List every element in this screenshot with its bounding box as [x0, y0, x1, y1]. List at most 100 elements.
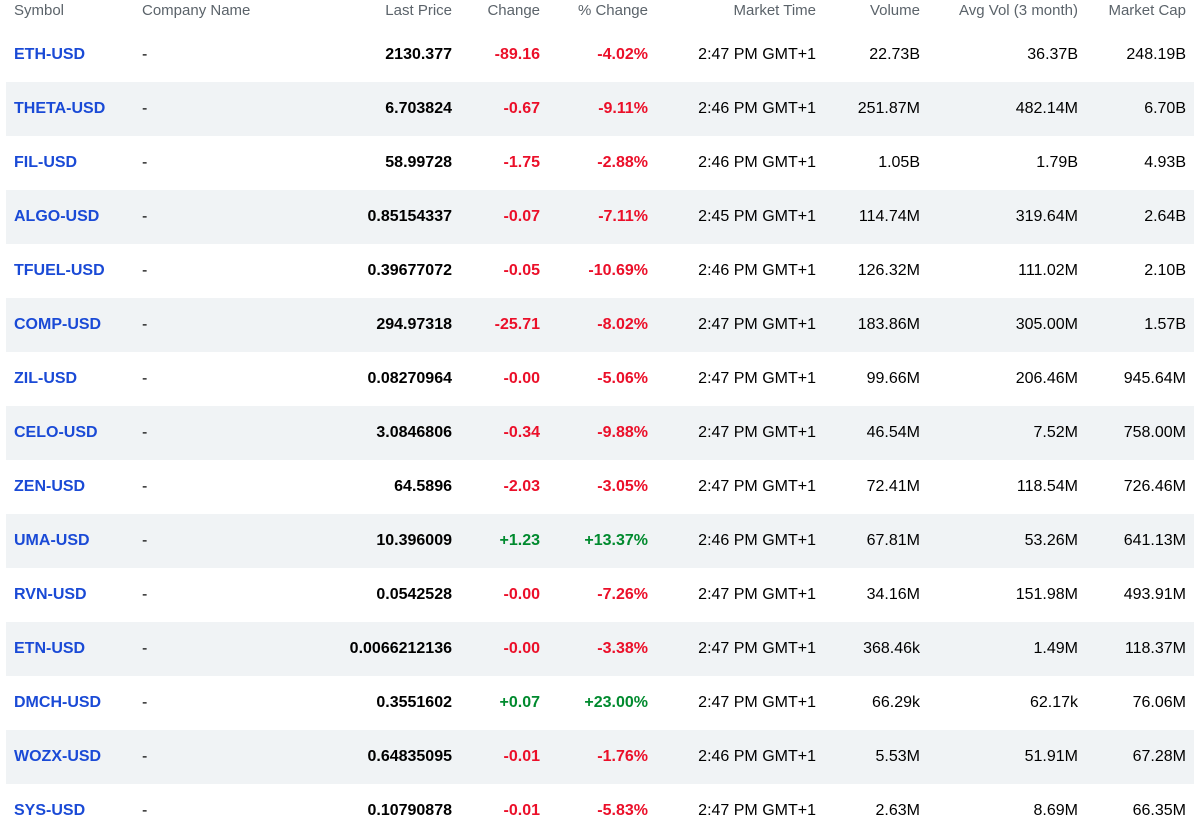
symbol-link[interactable]: CELO-USD — [14, 424, 98, 441]
table-row[interactable]: SYS-USD - 0.10790878 -0.01 -5.83% 2:47 PM GMT… — [6, 784, 1194, 835]
avg-volume-3-month: 482.14M — [1015, 100, 1078, 117]
price-change: -0.01 — [503, 802, 540, 819]
company-name: - — [142, 748, 148, 765]
percent-change: +13.37% — [584, 532, 648, 549]
volume: 66.29k — [871, 694, 920, 711]
last-price: 0.64835095 — [367, 748, 452, 765]
market-time: 2:47 PM GMT+1 — [698, 586, 816, 603]
table-row[interactable]: CELO-USD - 3.0846806 -0.34 -9.88% 2:47 PM GMT… — [6, 406, 1194, 460]
volume: 1.05B — [878, 154, 920, 171]
volume: 99.66M — [866, 370, 920, 387]
quotes-table: Symbol Company Name Last Price Change % … — [6, 0, 1194, 835]
table-row[interactable]: COMP-USD - 294.97318 -25.71 -8.02% 2:47 PM GM… — [6, 298, 1194, 352]
column-header-symbol[interactable]: Symbol — [14, 2, 65, 19]
column-header-change[interactable]: Change — [487, 2, 540, 19]
company-name: - — [142, 154, 148, 171]
symbol-link[interactable]: ETH-USD — [14, 46, 86, 63]
column-header-company-name[interactable]: Company Name — [142, 2, 251, 19]
last-price: 2130.377 — [385, 46, 452, 63]
last-price: 58.99728 — [385, 154, 452, 171]
column-header-avg-vol[interactable]: Avg Vol (3 month) — [959, 2, 1078, 19]
symbol-link[interactable]: ALGO-USD — [14, 208, 100, 225]
market-cap: 726.46M — [1123, 478, 1186, 495]
last-price: 0.10790878 — [367, 802, 452, 819]
volume: 72.41M — [866, 478, 920, 495]
price-change: -2.03 — [503, 478, 540, 495]
volume: 183.86M — [857, 316, 920, 333]
avg-volume-3-month: 1.79B — [1036, 154, 1078, 171]
symbol-link[interactable]: WOZX-USD — [14, 748, 102, 765]
price-change: -0.67 — [503, 100, 540, 117]
table-row[interactable]: ZIL-USD - 0.08270964 -0.00 -5.06% 2:47 PM GMT… — [6, 352, 1194, 406]
market-cap: 118.37M — [1124, 640, 1186, 657]
symbol-link[interactable]: RVN-USD — [14, 586, 87, 603]
avg-volume-3-month: 7.52M — [1033, 424, 1078, 441]
column-header-pct-change[interactable]: % Change — [577, 2, 648, 19]
table-row[interactable]: ALGO-USD - 0.85154337 -0.07 -7.11% 2:45 PM GM… — [6, 190, 1194, 244]
avg-volume-3-month: 305.00M — [1015, 316, 1078, 333]
market-cap: 641.13M — [1123, 532, 1186, 549]
symbol-link[interactable]: FIL-USD — [14, 154, 78, 171]
avg-volume-3-month: 319.64M — [1015, 208, 1078, 225]
company-name: - — [142, 586, 148, 603]
market-time: 2:47 PM GMT+1 — [698, 478, 816, 495]
last-price: 0.3551602 — [376, 694, 452, 711]
symbol-link[interactable]: COMP-USD — [14, 316, 102, 333]
market-cap: 945.64M — [1123, 370, 1186, 387]
market-time: 2:46 PM GMT+1 — [698, 748, 816, 765]
table-header-row: Symbol Company Name Last Price Change % … — [6, 0, 1194, 28]
avg-volume-3-month: 51.91M — [1024, 748, 1078, 765]
percent-change: -1.76% — [597, 748, 648, 765]
symbol-link[interactable]: TFUEL-USD — [14, 262, 105, 279]
company-name: - — [142, 424, 148, 441]
table-row[interactable]: ETH-USD - 2130.377 -89.16 -4.02% 2:47 PM GMT+… — [6, 28, 1194, 82]
market-time: 2:47 PM GMT+1 — [698, 640, 816, 657]
table-row[interactable]: THETA-USD - 6.703824 -0.67 -9.11% 2:46 PM GMT… — [6, 82, 1194, 136]
symbol-link[interactable]: SYS-USD — [14, 802, 86, 819]
avg-volume-3-month: 62.17k — [1029, 694, 1078, 711]
table-row[interactable]: DMCH-USD - 0.3551602 +0.07 +23.00% 2:47 PM GM… — [6, 676, 1194, 730]
market-cap: 4.93B — [1144, 154, 1186, 171]
company-name: - — [142, 208, 148, 225]
table-row[interactable]: ZEN-USD - 64.5896 -2.03 -3.05% 2:47 PM GMT+1 7… — [6, 460, 1194, 514]
company-name: - — [142, 100, 148, 117]
price-change: -0.00 — [503, 586, 540, 603]
percent-change: -8.02% — [597, 316, 648, 333]
table-row[interactable]: UMA-USD - 10.396009 +1.23 +13.37% 2:46 PM GMT… — [6, 514, 1194, 568]
table-row[interactable]: TFUEL-USD - 0.39677072 -0.05 -10.69% 2:46 PM … — [6, 244, 1194, 298]
avg-volume-3-month: 118.54M — [1016, 478, 1078, 495]
market-time: 2:47 PM GMT+1 — [698, 316, 816, 333]
symbol-link[interactable]: ZIL-USD — [14, 370, 78, 387]
symbol-link[interactable]: UMA-USD — [14, 532, 90, 549]
market-cap: 2.64B — [1144, 208, 1186, 225]
column-header-volume[interactable]: Volume — [869, 2, 920, 19]
symbol-link[interactable]: DMCH-USD — [14, 694, 102, 711]
table-row[interactable]: FIL-USD - 58.99728 -1.75 -2.88% 2:46 PM GMT+1… — [6, 136, 1194, 190]
column-header-market-time[interactable]: Market Time — [733, 2, 816, 19]
volume: 67.81M — [866, 532, 920, 549]
table-row[interactable]: WOZX-USD - 0.64835095 -0.01 -1.76% 2:46 PM GM… — [6, 730, 1194, 784]
table-row[interactable]: RVN-USD - 0.0542528 -0.00 -7.26% 2:47 PM GMT+… — [6, 568, 1194, 622]
price-change: -0.01 — [503, 748, 540, 765]
symbol-link[interactable]: ZEN-USD — [14, 478, 86, 495]
last-price: 64.5896 — [394, 478, 452, 495]
symbol-link[interactable]: ETN-USD — [14, 640, 86, 657]
market-time: 2:46 PM GMT+1 — [698, 262, 816, 279]
price-change: +1.23 — [499, 532, 540, 549]
avg-volume-3-month: 53.26M — [1024, 532, 1078, 549]
market-cap: 1.57B — [1144, 316, 1186, 333]
column-header-market-cap[interactable]: Market Cap — [1108, 2, 1186, 19]
table-row[interactable]: ETN-USD - 0.0066212136 -0.00 -3.38% 2:47 PM G… — [6, 622, 1194, 676]
company-name: - — [142, 316, 148, 333]
volume: 5.53M — [875, 748, 920, 765]
table-body: ETH-USD - 2130.377 -89.16 -4.02% 2:47 PM GMT+… — [6, 28, 1194, 835]
market-time: 2:47 PM GMT+1 — [698, 802, 816, 819]
volume: 114.74M — [858, 208, 920, 225]
percent-change: -5.06% — [597, 370, 648, 387]
percent-change: -3.05% — [597, 478, 648, 495]
symbol-link[interactable]: THETA-USD — [14, 100, 106, 117]
market-time: 2:45 PM GMT+1 — [698, 208, 816, 225]
percent-change: -5.83% — [597, 802, 648, 819]
market-time: 2:47 PM GMT+1 — [698, 694, 816, 711]
column-header-last-price[interactable]: Last Price — [385, 2, 452, 19]
